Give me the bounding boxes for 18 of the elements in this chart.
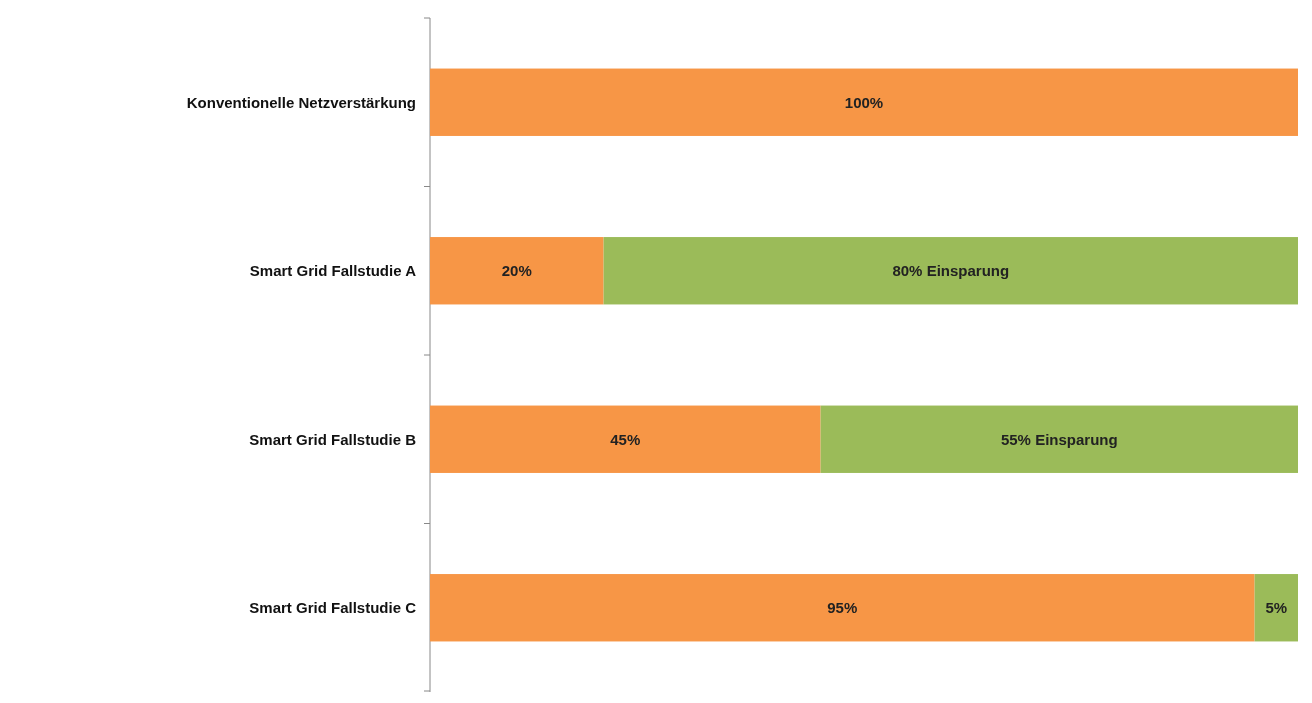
data-label: 20%: [501, 262, 532, 279]
bar: [1254, 574, 1298, 642]
data-label: 5%: [1265, 599, 1288, 616]
data-label: 45%: [610, 430, 641, 448]
y-tick-label: Konventionelle Netzverstärkung: [186, 93, 416, 111]
data-label: 55% Einsparung: [1000, 430, 1118, 448]
bar: [430, 68, 1298, 136]
data-label: 100%: [844, 93, 884, 111]
bar: [603, 237, 1298, 305]
bar: [430, 574, 1255, 642]
y-tick-label: Smart Grid Fallstudie B: [249, 430, 417, 448]
data-label: 80% Einsparung: [892, 262, 1010, 279]
bar: [430, 405, 821, 473]
y-tick-label: Smart Grid Fallstudie C: [249, 599, 417, 616]
data-label: 95%: [827, 599, 858, 616]
bar: [430, 237, 604, 305]
bar: [820, 405, 1298, 473]
y-tick-label: Smart Grid Fallstudie A: [249, 262, 417, 279]
